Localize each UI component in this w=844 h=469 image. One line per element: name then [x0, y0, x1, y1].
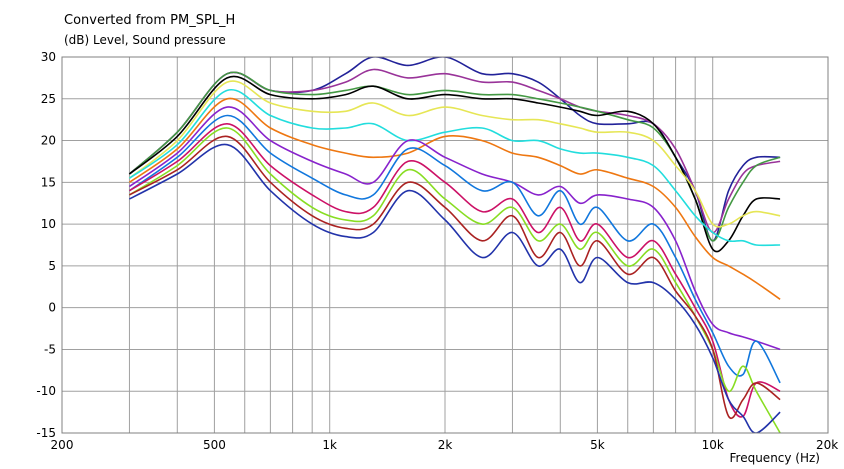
series-line-12 — [129, 135, 781, 419]
y-tick-label: 30 — [41, 50, 56, 64]
x-tick-label: 10k — [702, 438, 724, 452]
plot-area — [128, 57, 781, 433]
y-tick-label: -15 — [36, 426, 56, 440]
x-tick-label: 500 — [203, 438, 226, 452]
grid-lines — [62, 56, 828, 434]
series-line-5 — [128, 80, 781, 228]
chart-title: Converted from PM_SPL_H — [64, 13, 235, 28]
x-tick-label: 5k — [590, 438, 605, 452]
y-tick-label: 20 — [41, 134, 56, 148]
series-line-7 — [128, 97, 781, 300]
y-tick-label: 0 — [48, 301, 56, 315]
y-tick-label: -10 — [36, 384, 56, 398]
x-axis-label: Frequency (Hz) — [730, 451, 821, 465]
y-tick-label: 5 — [48, 259, 56, 273]
series-line-9 — [128, 114, 781, 384]
y-tick-label: 15 — [41, 175, 56, 189]
series-line-3 — [128, 71, 781, 242]
x-tick-label: 1k — [322, 438, 337, 452]
series-line-4 — [128, 75, 781, 253]
plot-frame — [61, 56, 829, 434]
series-line-8 — [128, 106, 781, 351]
x-axis-ticks: 200 500 1k 2k 5k 10k 20k — [51, 438, 839, 452]
y-tick-label: 10 — [41, 217, 56, 231]
series-line-1 — [128, 57, 781, 242]
y-tick-label: 25 — [41, 92, 56, 106]
x-tick-label: 200 — [51, 438, 74, 452]
series-group — [128, 57, 781, 433]
chart-subtitle: (dB) Level, Sound pressure — [64, 33, 226, 47]
y-axis-ticks: 30 25 20 15 10 5 0 -5 -10 -15 — [36, 50, 56, 440]
series-line-2 — [128, 68, 781, 234]
y-tick-label: -5 — [44, 342, 56, 356]
series-line-10 — [128, 122, 781, 418]
series-line-13 — [129, 143, 781, 433]
x-tick-label: 20k — [816, 438, 838, 452]
series-line-6 — [128, 89, 781, 247]
x-tick-label: 2k — [438, 438, 453, 452]
